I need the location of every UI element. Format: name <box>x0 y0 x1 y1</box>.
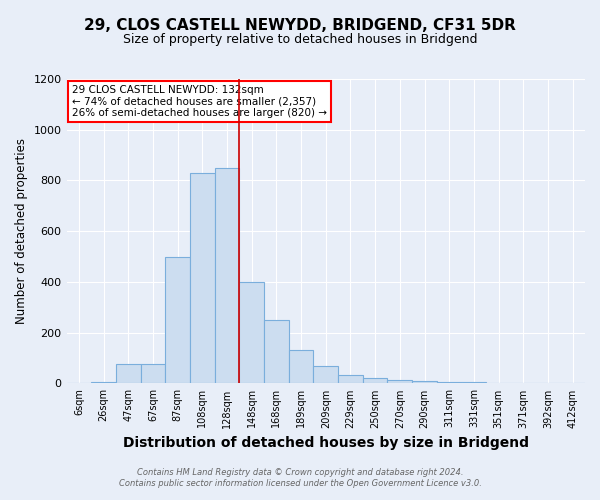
Text: Size of property relative to detached houses in Bridgend: Size of property relative to detached ho… <box>123 32 477 46</box>
Text: 29 CLOS CASTELL NEWYDD: 132sqm
← 74% of detached houses are smaller (2,357)
26% : 29 CLOS CASTELL NEWYDD: 132sqm ← 74% of … <box>72 85 327 118</box>
Bar <box>536 382 560 384</box>
Bar <box>239 282 264 384</box>
Bar <box>363 378 388 384</box>
X-axis label: Distribution of detached houses by size in Bridgend: Distribution of detached houses by size … <box>123 436 529 450</box>
Bar <box>461 382 486 384</box>
Bar <box>486 382 511 384</box>
Bar <box>116 364 140 384</box>
Text: Contains HM Land Registry data © Crown copyright and database right 2024.
Contai: Contains HM Land Registry data © Crown c… <box>119 468 481 487</box>
Y-axis label: Number of detached properties: Number of detached properties <box>15 138 28 324</box>
Bar <box>511 382 536 384</box>
Bar <box>91 382 116 384</box>
Bar <box>437 382 461 384</box>
Bar <box>412 382 437 384</box>
Bar <box>338 374 363 384</box>
Bar <box>313 366 338 384</box>
Bar <box>67 383 91 384</box>
Bar <box>560 383 585 384</box>
Bar <box>215 168 239 384</box>
Bar <box>140 364 165 384</box>
Bar <box>264 320 289 384</box>
Bar <box>388 380 412 384</box>
Bar <box>289 350 313 384</box>
Text: 29, CLOS CASTELL NEWYDD, BRIDGEND, CF31 5DR: 29, CLOS CASTELL NEWYDD, BRIDGEND, CF31 … <box>84 18 516 32</box>
Bar <box>190 173 215 384</box>
Bar <box>165 256 190 384</box>
